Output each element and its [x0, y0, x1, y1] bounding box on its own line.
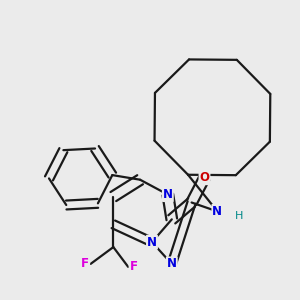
Text: O: O [200, 171, 209, 184]
Text: F: F [81, 257, 89, 270]
Text: N: N [147, 236, 157, 249]
Text: N: N [212, 205, 222, 218]
Text: N: N [167, 257, 177, 270]
Text: H: H [235, 211, 243, 221]
Text: N: N [163, 188, 173, 201]
Text: F: F [130, 260, 138, 273]
